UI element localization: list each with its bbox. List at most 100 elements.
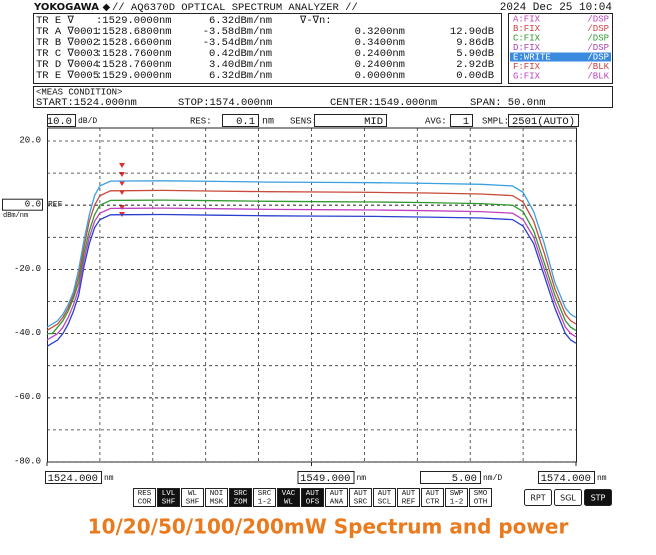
- setting-box: [47, 114, 76, 127]
- marker-cell: :1529.0000nm: [96, 15, 172, 27]
- marker-cell: 3.40dBm/nm: [209, 59, 272, 71]
- y-tick-label: -60.0: [14, 392, 41, 402]
- brand: YOKOGAWA ◆: [33, 2, 110, 13]
- button-label: WL: [188, 490, 198, 498]
- button-label: MSK: [210, 498, 224, 506]
- button-label: OTH: [474, 498, 488, 506]
- trace-label: F:FIX: [513, 62, 541, 72]
- marker-cell: 5.90dB: [456, 48, 494, 60]
- x-tick-box: [538, 471, 595, 484]
- function-button: [301, 488, 324, 507]
- setting-box: [222, 114, 259, 127]
- function-button: [373, 488, 396, 507]
- setting-label: SENS:: [290, 116, 317, 126]
- meas-title: <MEAS CONDITION>: [36, 87, 122, 97]
- trace-label: D:FIX: [513, 43, 541, 53]
- setting-value: 2501(AUTO): [512, 116, 575, 128]
- x-tick-label: 1574.000: [541, 473, 591, 485]
- trace-label: B:FIX: [513, 24, 541, 34]
- marker-cell: :1528.7600nm: [96, 59, 172, 71]
- x-div-unit: nm/D: [483, 474, 502, 483]
- trace-mode: /BLK: [587, 71, 609, 81]
- marker-cell: 0.3400nm: [355, 37, 405, 49]
- setting-value: 0.1: [236, 116, 255, 128]
- function-button: [421, 488, 444, 507]
- marker-cell: -3.54dBm/nm: [203, 37, 272, 49]
- trace-mode: /DSP: [587, 14, 609, 24]
- button-label: ANA: [330, 498, 344, 506]
- marker-cell: TR A ∇0001: [36, 26, 99, 38]
- marker-cell: 0.3200nm: [355, 26, 405, 38]
- button-label: REF: [402, 498, 416, 506]
- meas-box: [33, 86, 613, 108]
- meas-span: SPAN: 50.0nm: [470, 97, 546, 109]
- function-button: [469, 488, 492, 507]
- marker-cell: 0.00dB: [456, 70, 494, 82]
- x-tick-label: 1524.000: [48, 473, 98, 485]
- marker-cell: :1528.6600nm: [96, 37, 172, 49]
- marker-cell: ∇-∇n:: [299, 15, 332, 27]
- meas-center: CENTER:1549.000nm: [330, 97, 437, 109]
- marker-triangles: [119, 163, 125, 217]
- y-tick-label: -40.0: [14, 328, 41, 338]
- meas-start: START:1524.000nm: [36, 97, 137, 109]
- spectrum-trace: [46, 207, 577, 341]
- marker-cell: 0.42dBm/nm: [209, 48, 272, 60]
- button-label: SRC: [234, 490, 248, 498]
- button-label: ZOM: [234, 498, 248, 506]
- setting-box: [450, 114, 473, 127]
- ref-label: REF: [48, 200, 63, 209]
- trace-mode: /DSP: [587, 33, 609, 43]
- y-tick-label: -80.0: [14, 456, 41, 466]
- setting-label: nm: [262, 117, 274, 128]
- function-button: [397, 488, 420, 507]
- marker-box: [33, 13, 502, 84]
- ref-box: [2, 198, 43, 211]
- function-button: [181, 488, 204, 507]
- y-tick-label: 0.0: [25, 200, 41, 210]
- trace-mode: /DSP: [587, 24, 609, 34]
- spectrum-trace: [47, 199, 577, 335]
- button-label: NOI: [210, 490, 224, 498]
- function-button: [157, 488, 180, 507]
- button-label: CTR: [426, 498, 440, 506]
- trace-label: E:WRITE: [513, 52, 551, 62]
- marker-cell: TR D ∇0004: [36, 59, 99, 71]
- marker-cell: 0.0000nm: [355, 70, 405, 82]
- button-label: AUT: [306, 490, 320, 498]
- run-button: [524, 489, 552, 506]
- x-tick-box: [45, 471, 102, 484]
- button-label: LVL: [162, 490, 176, 498]
- trace-mode: /BLK: [587, 62, 609, 72]
- marker-cell: 0.2400nm: [355, 59, 405, 71]
- button-label: OFS: [306, 498, 320, 506]
- run-button-label: RPT: [530, 494, 545, 503]
- x-tick-box: [297, 471, 355, 484]
- function-button: [325, 488, 348, 507]
- marker-cell: 6.32dBm/nm: [209, 15, 272, 27]
- function-button: [229, 488, 252, 507]
- function-button: [349, 488, 372, 507]
- button-label: SWP: [450, 490, 464, 498]
- x-tick-label: 1549.000: [300, 473, 350, 485]
- marker-cell: TR E ∇: [36, 15, 75, 27]
- marker-cell: 12.90dB: [450, 26, 494, 38]
- function-button: [253, 488, 276, 507]
- marker-cell: 6.32dBm/nm: [209, 70, 272, 82]
- button-label: COR: [138, 498, 152, 506]
- button-label: SRC: [354, 498, 368, 506]
- spectrum-trace: [46, 213, 577, 347]
- trace-box: [508, 13, 613, 84]
- trace-mode: /DSP: [587, 43, 609, 53]
- trace-label: A:FIX: [513, 14, 541, 24]
- marker-cell: :1528.7600nm: [96, 48, 172, 60]
- marker-cell: 0.2400nm: [355, 48, 405, 60]
- marker-cell: 2.92dB: [456, 59, 494, 71]
- function-button: [445, 488, 468, 507]
- button-label: AUT: [378, 490, 392, 498]
- trace-label: G:FIX: [513, 71, 541, 81]
- x-div-box: [420, 471, 481, 484]
- marker-cell: :1529.0000nm: [96, 70, 172, 82]
- marker-cell: TR C ∇0003: [36, 48, 99, 60]
